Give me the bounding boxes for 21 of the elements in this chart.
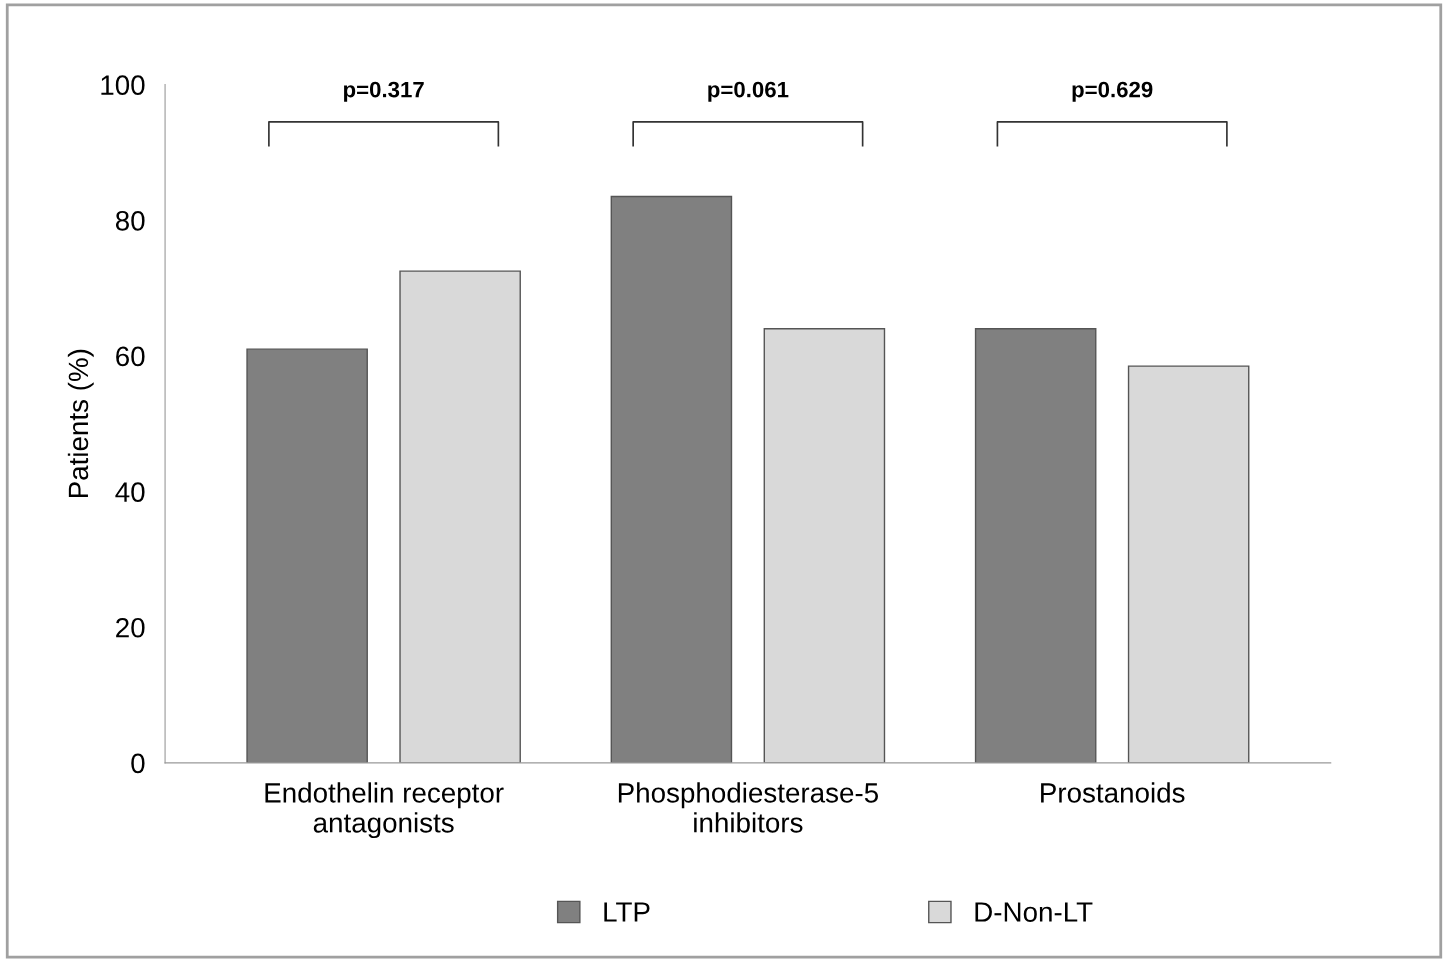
y-tick-label: 80 xyxy=(115,210,145,231)
bar xyxy=(246,348,368,763)
annotation: p=0.317 xyxy=(344,81,424,102)
annotation: p=0.061 xyxy=(708,81,789,102)
x-tick-label: Prostanoids xyxy=(1041,782,1185,803)
legend-label: D-Non-LT xyxy=(975,902,1093,922)
y-tick-label: 100 xyxy=(101,75,145,95)
bar xyxy=(610,195,733,763)
x-tick-label: Endothelin receptor antagonists xyxy=(265,782,504,839)
y-axis-title: Patients (%) xyxy=(67,349,94,498)
y-tick-label: 0 xyxy=(131,753,145,774)
y-tick-label: 20 xyxy=(116,617,145,638)
bar xyxy=(763,328,886,763)
bar xyxy=(974,328,1097,763)
x-tick-label: Phosphodiesterase-5 inhibitors xyxy=(618,782,878,833)
y-tick-label: 40 xyxy=(115,482,145,502)
bar xyxy=(1127,365,1250,763)
y-tick-label: 60 xyxy=(116,346,145,367)
annotation: p=0.629 xyxy=(1072,81,1153,102)
legend-label: LTP xyxy=(604,902,650,922)
bar xyxy=(399,270,521,763)
